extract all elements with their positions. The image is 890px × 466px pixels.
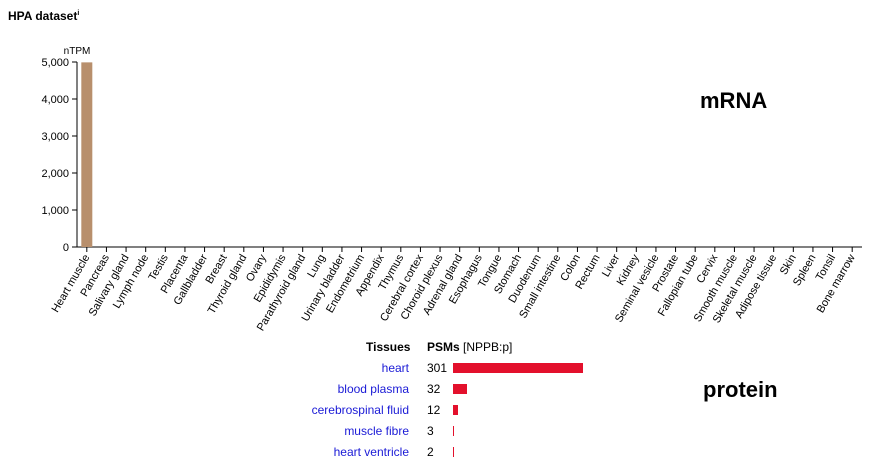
y-tick-label: 1,000: [41, 205, 69, 217]
psm-bar-blood-plasma: [453, 384, 467, 394]
psm-bar-heart: [453, 363, 583, 373]
dataset-title-text: HPA dataset: [8, 9, 78, 23]
info-icon[interactable]: i: [77, 10, 80, 17]
bar-heart-muscle: [81, 62, 93, 248]
mrna-label: mRNA: [700, 88, 768, 113]
x-tick-label: Bone marrow: [815, 252, 858, 315]
y-tick-label: 0: [63, 242, 69, 254]
psm-value-blood-plasma: 32: [427, 382, 441, 396]
psm-bar-muscle-fibre: [453, 426, 454, 436]
y-tick-label: 2,000: [41, 168, 69, 180]
tissue-link-heart-ventricle[interactable]: heart ventricle: [333, 445, 409, 459]
tissue-link-cerebrospinal-fluid[interactable]: cerebrospinal fluid: [311, 403, 409, 417]
tissues-header: Tissues: [366, 340, 411, 354]
y-tick-label: 5,000: [41, 57, 69, 69]
psm-value-heart-ventricle: 2: [427, 445, 434, 459]
tissue-link-blood-plasma[interactable]: blood plasma: [337, 382, 409, 396]
y-tick-label: 4,000: [41, 94, 69, 106]
psm-bar-cerebrospinal-fluid: [453, 405, 458, 415]
psms-header: PSMs [NPPB:p]: [427, 340, 512, 354]
y-axis-label: nTPM: [64, 46, 91, 57]
psm-bar-heart-ventricle: [453, 447, 454, 457]
psm-value-muscle-fibre: 3: [427, 424, 434, 438]
psm-value-cerebrospinal-fluid: 12: [427, 403, 441, 417]
y-tick-label: 3,000: [41, 131, 69, 143]
psm-value-heart: 301: [427, 361, 448, 375]
psms-header-label: PSMs: [427, 340, 460, 354]
tissue-link-muscle-fibre[interactable]: muscle fibre: [344, 424, 409, 438]
psms-header-gene: [NPPB:p]: [463, 340, 513, 354]
tissue-link-heart[interactable]: heart: [381, 361, 409, 375]
protein-label: protein: [703, 377, 778, 402]
dataset-title: HPA dataseti: [8, 9, 79, 23]
